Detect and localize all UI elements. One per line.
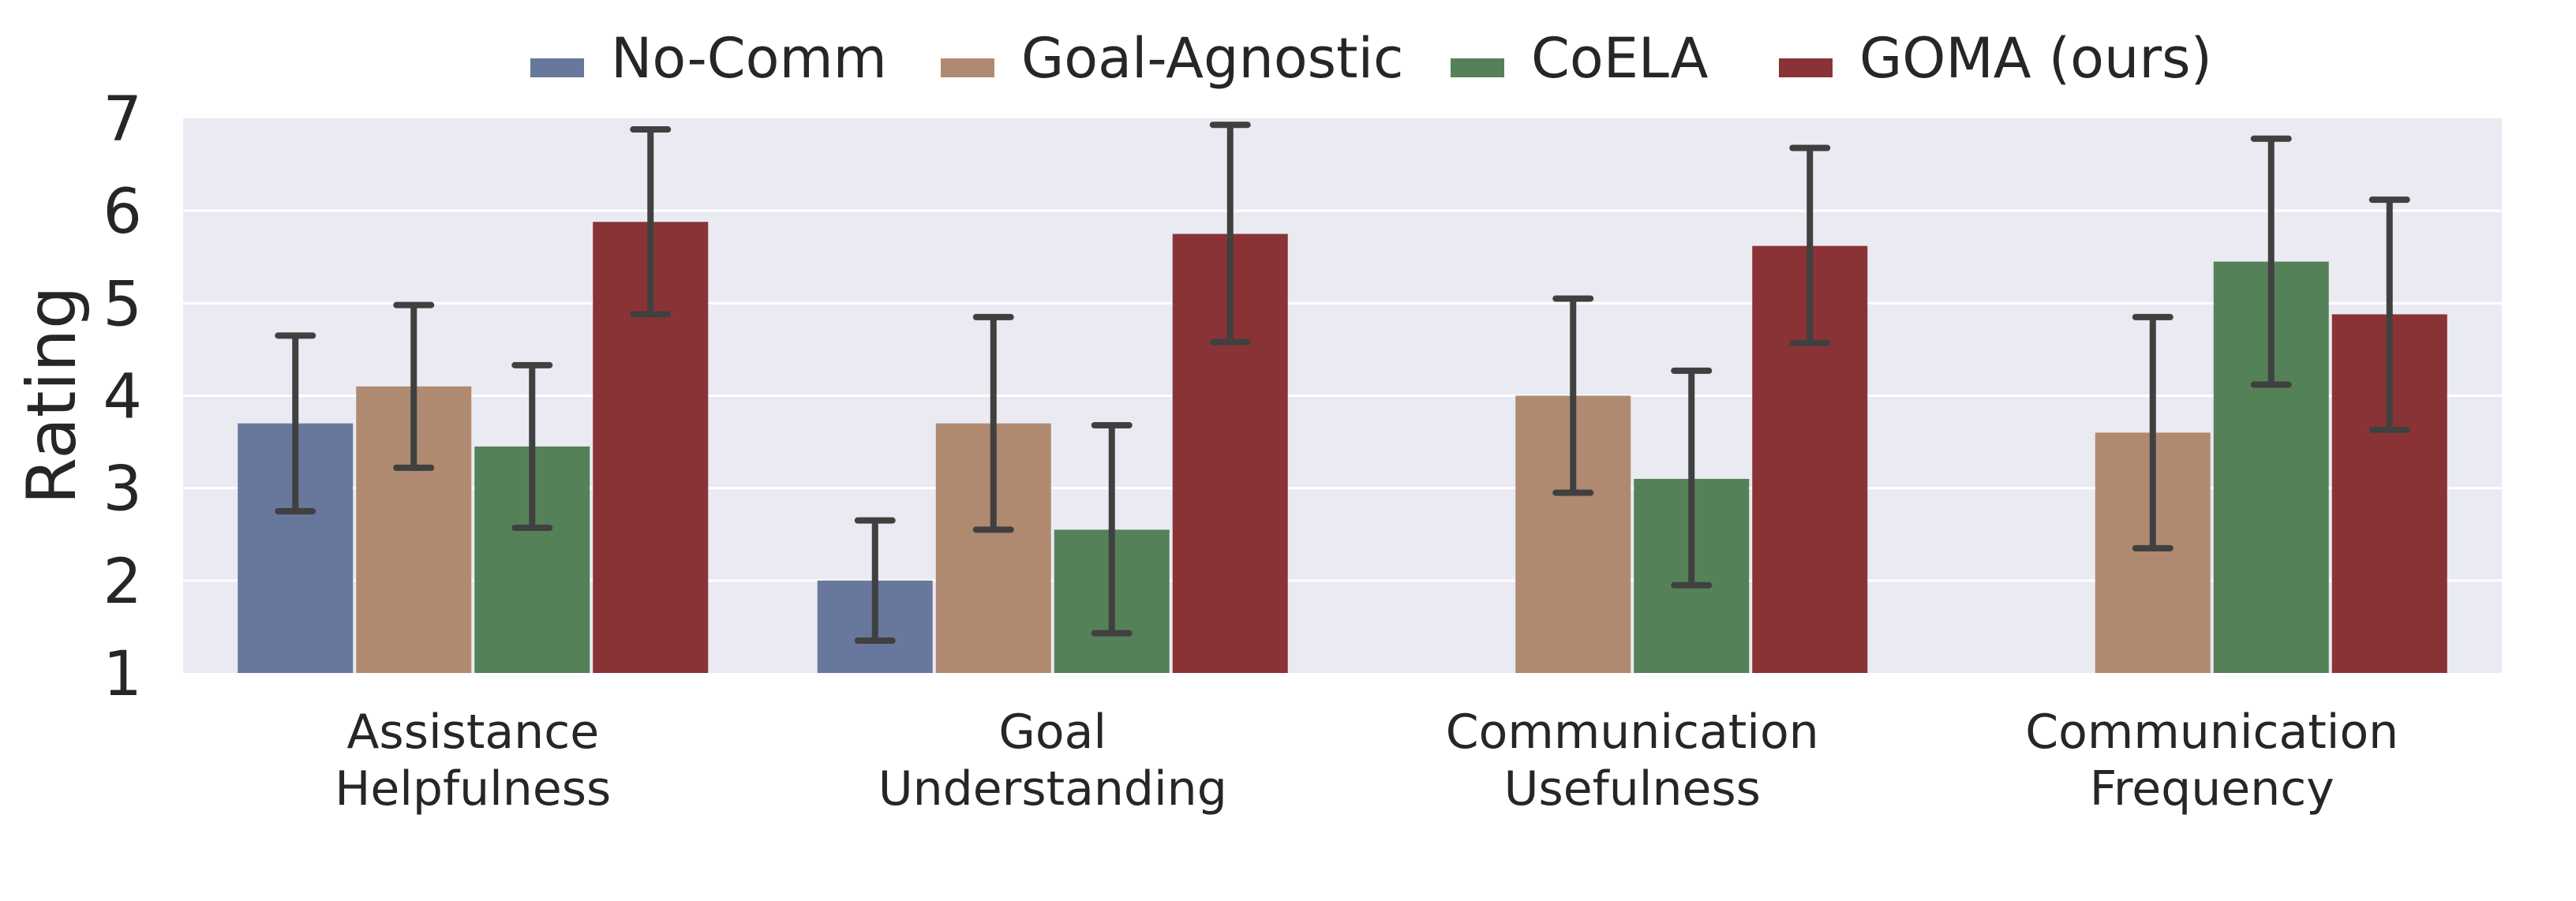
y-tick-label: 3: [103, 454, 142, 525]
x-tick-label: Frequency: [2090, 761, 2334, 817]
x-tick-label: Communication: [1446, 705, 1819, 760]
x-tick-label: Goal: [998, 705, 1106, 760]
y-tick-label: 7: [103, 84, 142, 155]
legend-swatch: [1451, 58, 1504, 77]
y-axis-ticks: 1 2 3 4 5 6 7: [103, 84, 142, 710]
error-bars-group: [275, 122, 2410, 644]
x-tick-label: Understanding: [878, 761, 1227, 817]
bars-group: [238, 222, 2447, 673]
legend-label: CoELA: [1531, 26, 1709, 91]
legend-label: No-Comm: [611, 26, 887, 91]
legend-swatch: [1779, 58, 1833, 77]
x-tick-label: Helpfulness: [335, 761, 611, 817]
legend-label: Goal-Agnostic: [1021, 26, 1404, 91]
y-axis-label: Rating: [13, 286, 92, 504]
y-tick-label: 1: [103, 639, 142, 710]
x-tick-label: Usefulness: [1504, 761, 1761, 817]
x-tick-label: Assistance: [346, 705, 599, 760]
x-tick-label: Communication: [2025, 705, 2398, 760]
y-tick-label: 5: [103, 269, 142, 340]
y-tick-label: 2: [103, 547, 142, 618]
legend-label: GOMA (ours): [1859, 26, 2212, 91]
legend-swatch: [941, 58, 994, 77]
y-tick-label: 4: [103, 362, 142, 433]
y-tick-label: 6: [103, 177, 142, 248]
legend: No-Comm Goal-Agnostic CoELA GOMA (ours): [530, 26, 2212, 91]
legend-swatch: [530, 58, 584, 77]
